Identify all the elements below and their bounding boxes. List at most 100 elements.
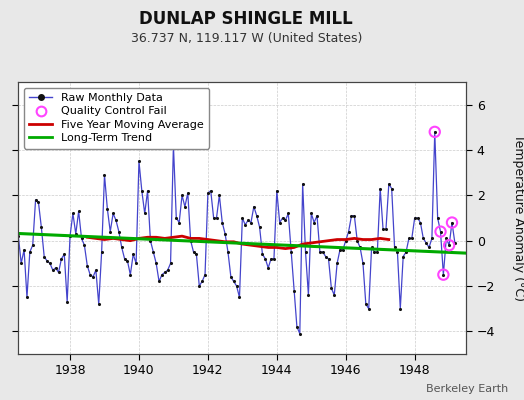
Point — [97, 249, 106, 255]
Point — [37, 224, 46, 230]
Point — [445, 242, 453, 248]
Point — [183, 190, 192, 196]
Point — [367, 244, 376, 251]
Point — [172, 215, 180, 221]
Point — [34, 199, 42, 205]
Point — [80, 242, 89, 248]
Point — [72, 231, 80, 237]
Point — [301, 249, 310, 255]
Point — [442, 235, 451, 242]
Point — [212, 215, 221, 221]
Point — [66, 233, 74, 239]
Y-axis label: Temperature Anomaly (°C): Temperature Anomaly (°C) — [512, 134, 524, 302]
Point — [422, 240, 430, 246]
Point — [244, 217, 252, 224]
Point — [439, 272, 447, 278]
Point — [425, 244, 433, 251]
Point — [267, 256, 275, 262]
Point — [448, 219, 456, 226]
Point — [310, 219, 318, 226]
Point — [379, 226, 387, 232]
Point — [0, 204, 5, 210]
Point — [324, 256, 333, 262]
Point — [26, 249, 34, 255]
Point — [413, 215, 422, 221]
Point — [60, 251, 69, 258]
Point — [428, 235, 436, 242]
Point — [347, 212, 356, 219]
Point — [89, 274, 97, 280]
Point — [376, 185, 385, 192]
Point — [261, 256, 269, 262]
Point — [6, 240, 14, 246]
Point — [451, 240, 459, 246]
Point — [115, 228, 123, 235]
Point — [373, 249, 381, 255]
Point — [100, 172, 108, 178]
Point — [140, 210, 149, 217]
Point — [431, 129, 439, 135]
Point — [313, 212, 321, 219]
Point — [315, 249, 324, 255]
Point — [408, 235, 416, 242]
Point — [175, 219, 183, 226]
Point — [233, 283, 241, 289]
Point — [94, 301, 103, 307]
Point — [436, 228, 445, 235]
Point — [92, 267, 100, 273]
Point — [74, 208, 83, 214]
Point — [353, 238, 362, 244]
Point — [106, 228, 114, 235]
Point — [362, 301, 370, 307]
Point — [319, 249, 327, 255]
Point — [40, 253, 48, 260]
Point — [433, 215, 442, 221]
Point — [189, 249, 198, 255]
Point — [276, 219, 284, 226]
Point — [253, 212, 261, 219]
Point — [198, 278, 206, 285]
Point — [112, 217, 120, 224]
Point — [241, 222, 249, 228]
Point — [23, 294, 31, 300]
Point — [284, 210, 292, 217]
Point — [195, 283, 203, 289]
Point — [238, 215, 246, 221]
Point — [255, 224, 264, 230]
Point — [445, 242, 453, 248]
Point — [138, 188, 146, 194]
Point — [63, 299, 71, 305]
Point — [83, 262, 92, 269]
Point — [78, 235, 86, 242]
Point — [290, 287, 298, 294]
Point — [344, 228, 353, 235]
Point — [31, 197, 40, 203]
Point — [416, 219, 424, 226]
Point — [304, 292, 313, 298]
Point — [163, 267, 172, 273]
Point — [339, 246, 347, 253]
Point — [135, 158, 143, 164]
Point — [230, 278, 238, 285]
Point — [155, 278, 163, 285]
Point — [419, 235, 428, 242]
Legend: Raw Monthly Data, Quality Control Fail, Five Year Moving Average, Long-Term Tren: Raw Monthly Data, Quality Control Fail, … — [24, 88, 209, 149]
Point — [405, 235, 413, 242]
Point — [103, 206, 112, 212]
Point — [235, 294, 244, 300]
Point — [43, 258, 51, 264]
Point — [393, 249, 401, 255]
Point — [167, 260, 175, 266]
Point — [227, 274, 235, 280]
Point — [402, 249, 410, 255]
Point — [387, 185, 396, 192]
Point — [51, 265, 60, 271]
Point — [307, 210, 315, 217]
Point — [264, 265, 272, 271]
Point — [14, 233, 23, 239]
Point — [224, 249, 232, 255]
Point — [218, 219, 226, 226]
Point — [385, 181, 393, 187]
Point — [69, 210, 77, 217]
Point — [161, 269, 169, 276]
